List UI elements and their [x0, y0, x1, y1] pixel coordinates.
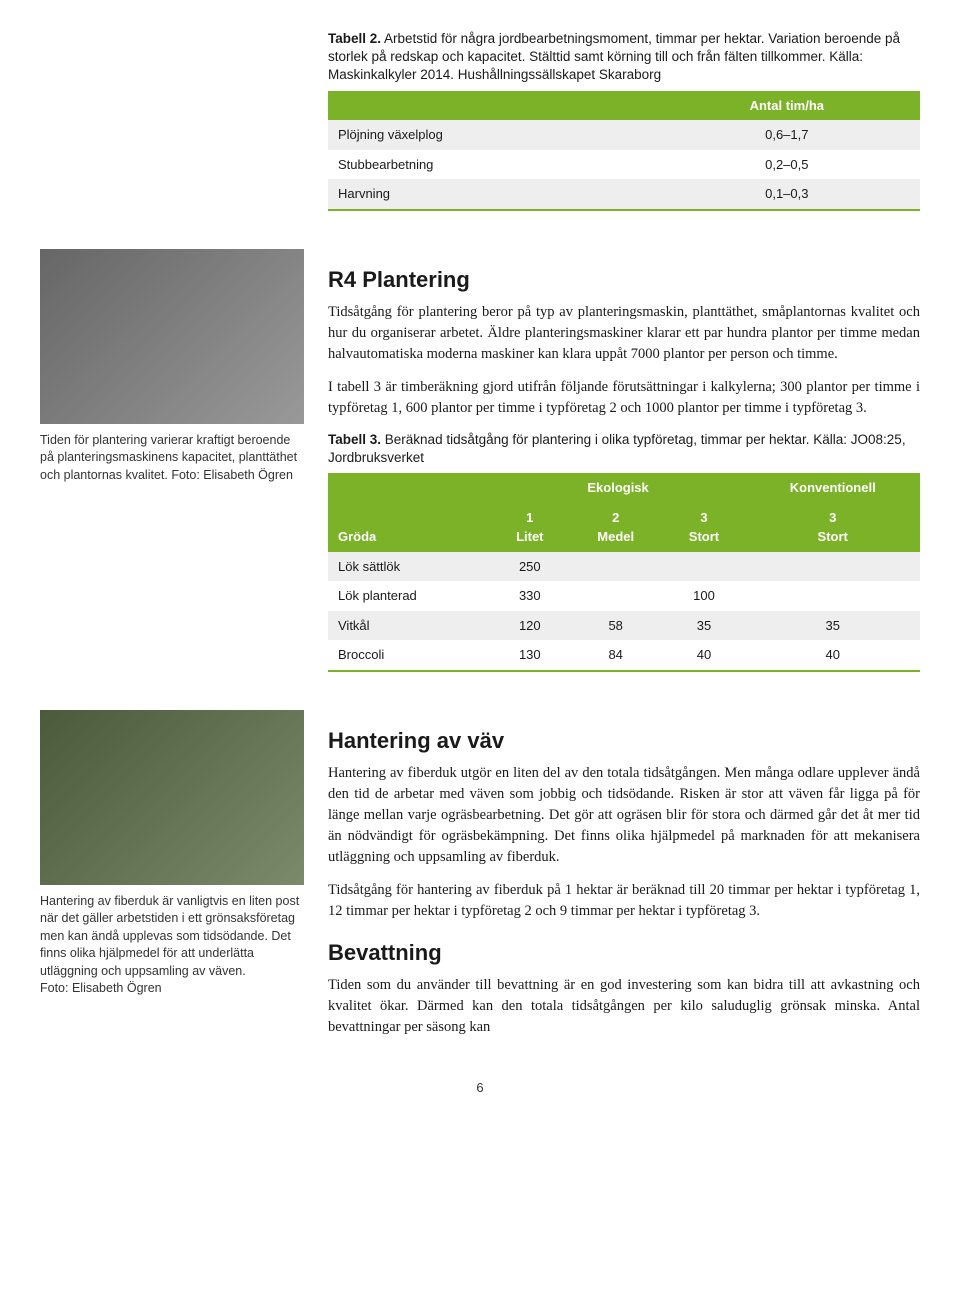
r4-p2: I tabell 3 är timberäkning gjord utifrån…: [328, 377, 920, 419]
table-row: Plöjning växelplog0,6–1,7: [328, 120, 920, 150]
r4-section: Tiden för plantering varierar kraftigt b…: [40, 249, 920, 690]
table3-h-c4: 3Stort: [745, 503, 920, 552]
table3-row-value: 330: [491, 581, 569, 611]
vav-p2: Tidsåtgång för hantering av fiberduk på …: [328, 880, 920, 922]
table-row: Stubbearbetning0,2–0,5: [328, 150, 920, 180]
bevattning-p1: Tiden som du använder till bevattning är…: [328, 975, 920, 1038]
table3-row-value: 35: [745, 611, 920, 641]
table3-row-value: 120: [491, 611, 569, 641]
table3-row-value: [663, 552, 746, 582]
table2-title: Tabell 2. Arbetstid för några jordbearbe…: [328, 30, 920, 85]
vav-p1: Hantering av fiberduk utgör en liten del…: [328, 763, 920, 868]
table2-section: Tabell 2. Arbetstid för några jordbearbe…: [40, 30, 920, 229]
vav-caption: Hantering av fiberduk är vanligtvis en l…: [40, 893, 304, 998]
table3-row-value: [745, 581, 920, 611]
table-row: Lök planterad330 100: [328, 581, 920, 611]
bevattning-heading: Bevattning: [328, 936, 920, 969]
table3-h-conv: Konventionell: [745, 473, 920, 503]
page-number: 6: [40, 1078, 920, 1098]
table3-row-value: 40: [663, 640, 746, 671]
table3-title-bold: Tabell 3.: [328, 432, 381, 447]
table-row: Lök sättlök250: [328, 552, 920, 582]
table2-row-label: Harvning: [328, 179, 654, 210]
table-row: Vitkål120583535: [328, 611, 920, 641]
table3-row-crop: Lök planterad: [328, 581, 491, 611]
vav-section: Hantering av fiberduk är vanligtvis en l…: [40, 710, 920, 1050]
table3-row-value: 250: [491, 552, 569, 582]
table3-row-value: [745, 552, 920, 582]
table2-row-label: Plöjning växelplog: [328, 120, 654, 150]
table3-row-crop: Vitkål: [328, 611, 491, 641]
table3-h-eco: Ekologisk: [491, 473, 746, 503]
table3-title: Tabell 3. Beräknad tidsåtgång för plante…: [328, 431, 920, 467]
table2: Antal tim/ha Plöjning växelplog0,6–1,7St…: [328, 91, 920, 211]
table3-row-crop: Lök sättlök: [328, 552, 491, 582]
table2-row-value: 0,1–0,3: [654, 179, 920, 210]
table3-row-value: 35: [663, 611, 746, 641]
table3-row-value: 58: [569, 611, 663, 641]
table3-title-rest: Beräknad tidsåtgång för plantering i oli…: [328, 432, 906, 465]
table2-title-rest: Arbetstid för några jordbearbetningsmome…: [328, 31, 900, 82]
table2-row-value: 0,2–0,5: [654, 150, 920, 180]
table3-row-value: 100: [663, 581, 746, 611]
table3-row-value: 40: [745, 640, 920, 671]
table3-h-c2: 2Medel: [569, 503, 663, 552]
table3-row-value: 130: [491, 640, 569, 671]
table2-title-bold: Tabell 2.: [328, 31, 381, 46]
table2-row-value: 0,6–1,7: [654, 120, 920, 150]
table2-header: Antal tim/ha: [654, 91, 920, 121]
r4-image-block: Tiden för plantering varierar kraftigt b…: [40, 249, 304, 485]
table3: Gröda Ekologisk Konventionell 1Litet 2Me…: [328, 473, 920, 672]
table3-row-value: [569, 581, 663, 611]
table3-h-crop: Gröda: [328, 473, 491, 552]
table3-h-c3: 3Stort: [663, 503, 746, 552]
table2-row-label: Stubbearbetning: [328, 150, 654, 180]
table3-row-value: [569, 552, 663, 582]
vav-heading: Hantering av väv: [328, 724, 920, 757]
table3-row-crop: Broccoli: [328, 640, 491, 671]
table-row: Broccoli130844040: [328, 640, 920, 671]
table-row: Harvning0,1–0,3: [328, 179, 920, 210]
vav-image: [40, 710, 304, 885]
r4-p1: Tidsåtgång för plantering beror på typ a…: [328, 302, 920, 365]
table3-h-c1: 1Litet: [491, 503, 569, 552]
r4-caption: Tiden för plantering varierar kraftigt b…: [40, 432, 304, 485]
r4-heading: R4 Plantering: [328, 263, 920, 296]
table3-row-value: 84: [569, 640, 663, 671]
vav-image-block: Hantering av fiberduk är vanligtvis en l…: [40, 710, 304, 998]
r4-image: [40, 249, 304, 424]
